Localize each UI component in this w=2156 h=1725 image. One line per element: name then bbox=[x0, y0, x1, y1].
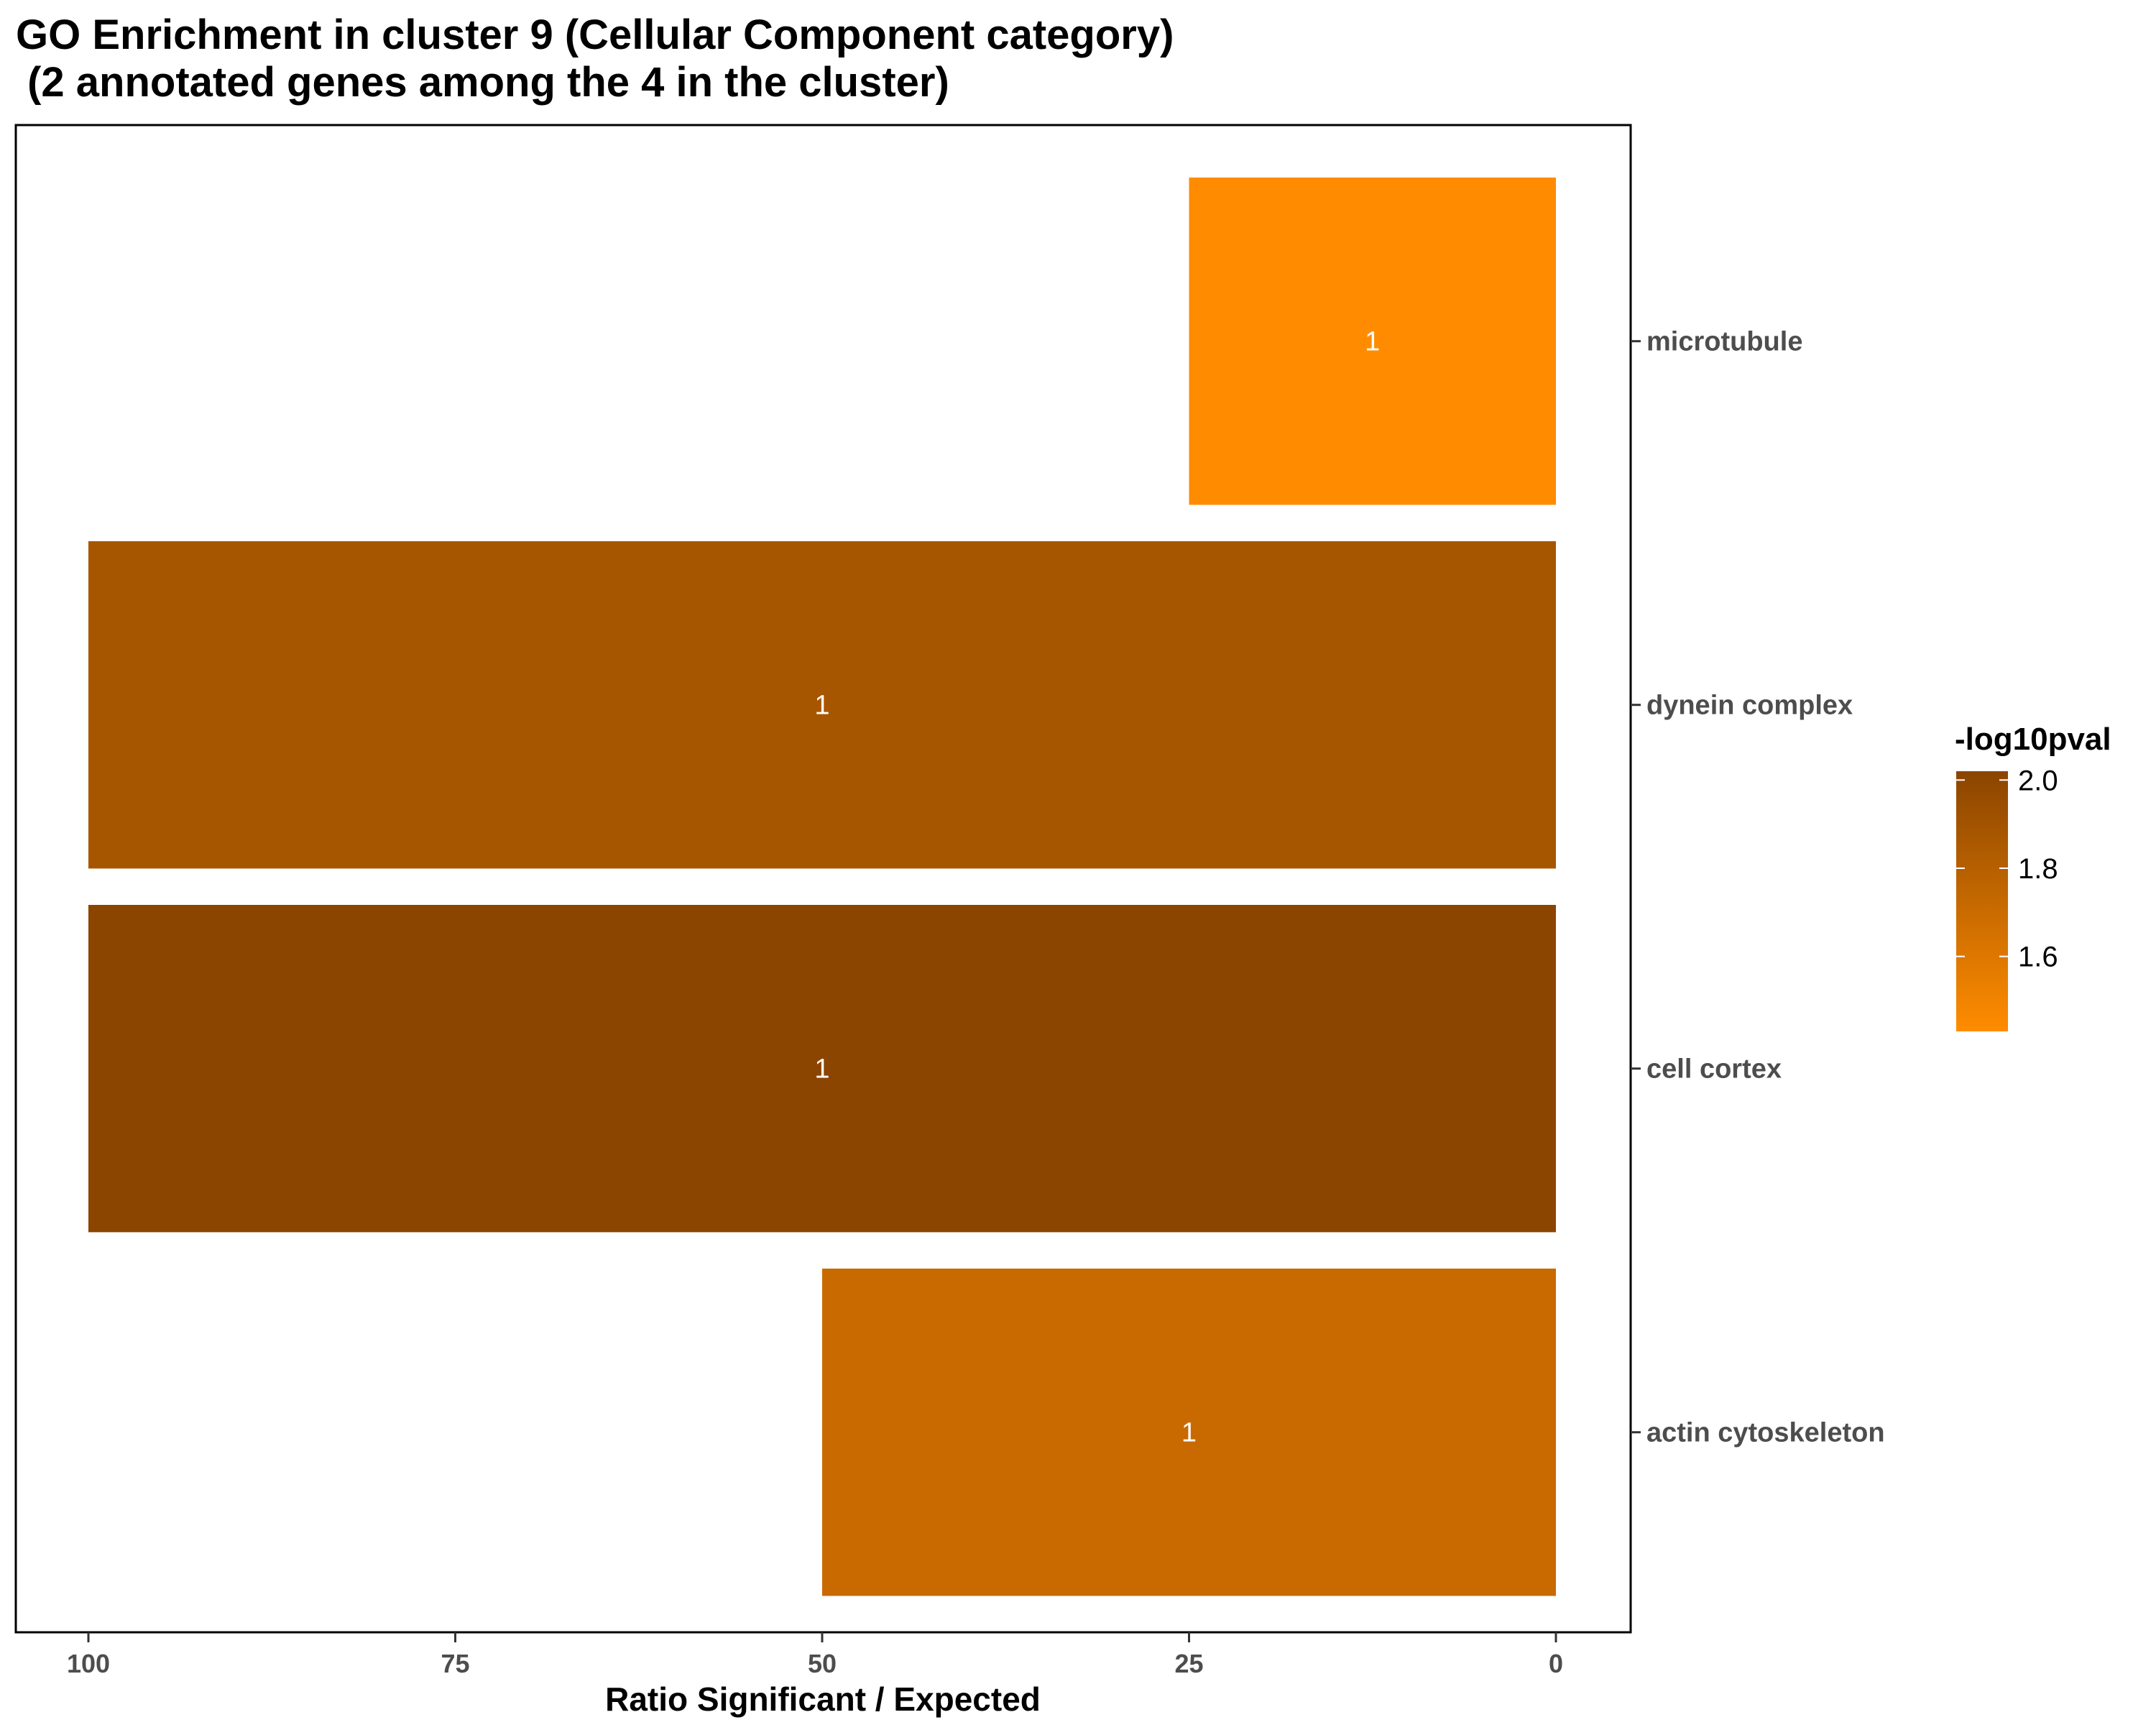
chart-title-line-1: GO Enrichment in cluster 9 (Cellular Com… bbox=[16, 12, 1174, 58]
y-axis: microtubule dynein complex cell cortex acti… bbox=[1631, 327, 1885, 1448]
y-tick-label: cell cortex bbox=[1646, 1054, 1782, 1085]
x-tick-label: 0 bbox=[1549, 1649, 1563, 1678]
bar-data-label: 1 bbox=[1365, 327, 1380, 357]
color-legend: -log10pval 2.0 1.8 1.6 bbox=[1955, 722, 2111, 1031]
x-tick-label: 100 bbox=[67, 1649, 110, 1678]
bar-data-label: 1 bbox=[1181, 1418, 1197, 1448]
bar bbox=[822, 1269, 1556, 1596]
bar-data-label: 1 bbox=[814, 691, 829, 721]
y-tick-label: microtubule bbox=[1646, 327, 1802, 357]
legend-tick-label: 2.0 bbox=[2018, 765, 2058, 796]
x-tick-label: 75 bbox=[441, 1649, 469, 1678]
bar-data-label: 1 bbox=[814, 1054, 829, 1085]
x-tick-label: 25 bbox=[1174, 1649, 1203, 1678]
legend-tick-label: 1.6 bbox=[2018, 942, 2058, 973]
legend-color-bar bbox=[1956, 771, 2008, 1031]
legend-tick-label: 1.8 bbox=[2018, 853, 2058, 885]
y-tick-label: dynein complex bbox=[1646, 691, 1853, 721]
bar bbox=[88, 541, 1556, 869]
x-axis: 100 75 50 25 0 bbox=[67, 1632, 1563, 1678]
bar bbox=[88, 905, 1556, 1233]
x-axis-title: Ratio Significant / Expected bbox=[605, 1680, 1041, 1718]
chart-title-line-2: (2 annotated genes among the 4 in the cl… bbox=[16, 59, 949, 106]
legend-title: -log10pval bbox=[1955, 722, 2111, 757]
bars-group: 1 1 1 1 bbox=[88, 178, 1556, 1596]
y-tick-label: actin cytoskeleton bbox=[1646, 1418, 1885, 1448]
bar bbox=[1189, 178, 1556, 505]
x-tick-label: 50 bbox=[808, 1649, 837, 1678]
